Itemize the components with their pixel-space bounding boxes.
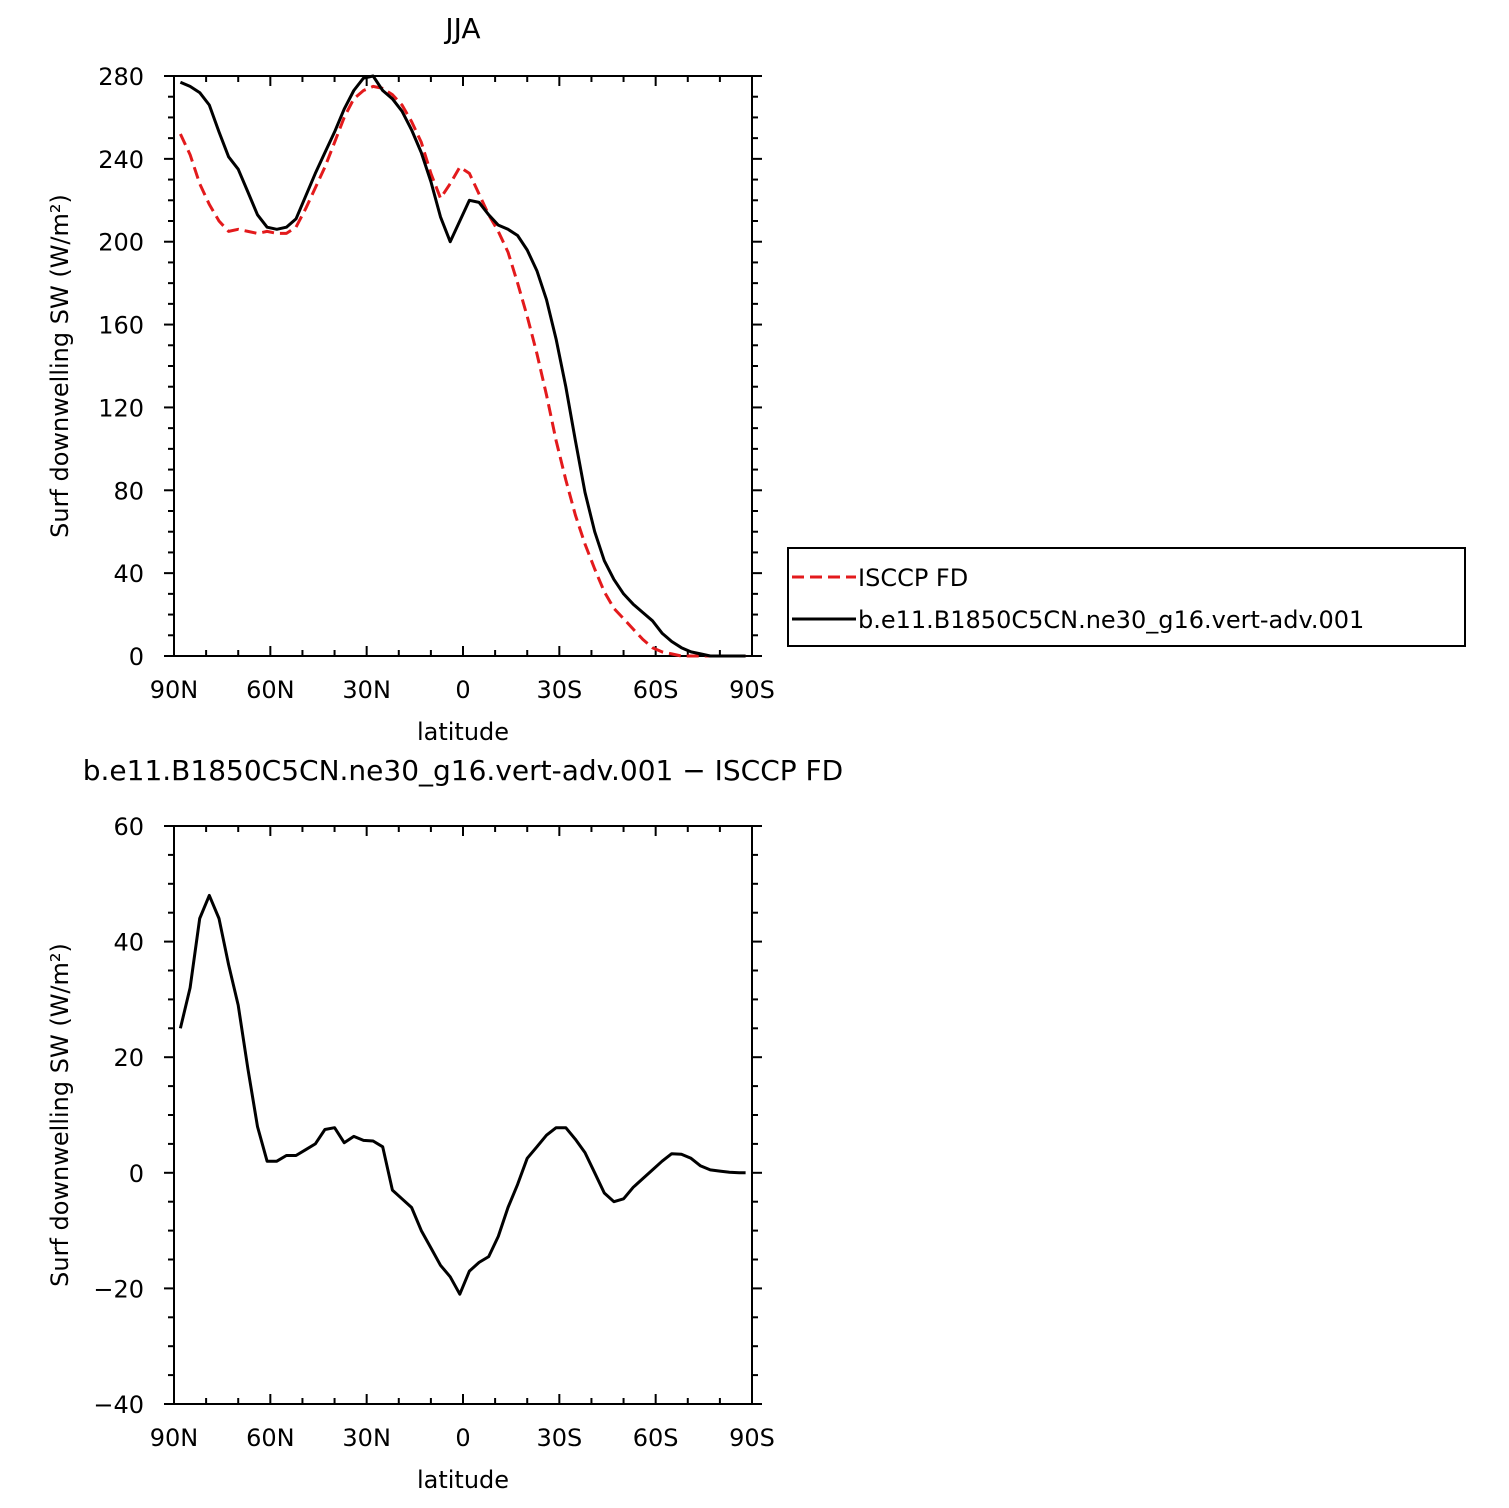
y-tick-label: 20: [113, 1044, 144, 1072]
y-tick-label: 40: [113, 929, 144, 957]
x-tick-label: 90S: [729, 676, 775, 704]
y-tick-label: 60: [113, 813, 144, 841]
x-tick-label: 60S: [633, 676, 679, 704]
y-tick-label: 0: [129, 643, 144, 671]
x-tick-label: 30N: [342, 1424, 391, 1452]
series-line-2: [179, 74, 746, 658]
x-tick-label: 90S: [729, 1424, 775, 1452]
series-line-1: [178, 893, 746, 1296]
series-line-1: [179, 84, 746, 658]
legend-entry: ISCCP FD: [858, 564, 968, 592]
plot-frame: [173, 825, 753, 1405]
y-tick-label: 200: [98, 229, 144, 257]
x-tick-label: 30N: [342, 676, 391, 704]
y-tick-label: 80: [113, 477, 144, 505]
legend-box: [787, 547, 1466, 647]
x-tick-label: 90N: [150, 1424, 199, 1452]
x-tick-label: 60N: [246, 676, 295, 704]
chart-panel-1: JJA 90N 60N 30N 0 30S 60S 90S 0 40 80 120 160 200 240 2…: [46, 12, 1466, 746]
y-tick-label: 0: [129, 1160, 144, 1188]
y-tick-label: 160: [98, 312, 144, 340]
chart-panel-2: b.e11.B1850C5CN.ne30_g16.vert-adv.001 − …: [46, 754, 843, 1494]
y-tick-label: 120: [98, 394, 144, 422]
chart-title: b.e11.B1850C5CN.ne30_g16.vert-adv.001 − …: [83, 754, 843, 787]
y-tick-label: 240: [98, 146, 144, 174]
x-tick-label: 30S: [536, 1424, 582, 1452]
y-tick-label: 40: [113, 560, 144, 588]
y-tick-label: −20: [93, 1275, 144, 1303]
x-tick-label: 90N: [150, 676, 199, 704]
legend: ISCCP FD b.e11.B1850C5CN.ne30_g16.vert-ad…: [787, 547, 1466, 647]
y-axis-label: Surf downwelling SW (W/m²): [46, 943, 74, 1287]
x-tick-label: 60S: [633, 1424, 679, 1452]
x-axis-label: latitude: [417, 718, 509, 746]
y-tick-label: −40: [93, 1391, 144, 1419]
legend-entry: b.e11.B1850C5CN.ne30_g16.vert-adv.001: [858, 606, 1364, 634]
chart-title: JJA: [443, 12, 480, 45]
x-axis-label: latitude: [417, 1466, 509, 1494]
y-axis-label: Surf downwelling SW (W/m²): [46, 194, 74, 538]
y-tick-label: 280: [98, 63, 144, 91]
plot-frame: [173, 75, 753, 657]
x-tick-label: 30S: [536, 676, 582, 704]
x-tick-label: 0: [455, 1424, 470, 1452]
x-tick-label: 0: [455, 676, 470, 704]
x-tick-label: 60N: [246, 1424, 295, 1452]
